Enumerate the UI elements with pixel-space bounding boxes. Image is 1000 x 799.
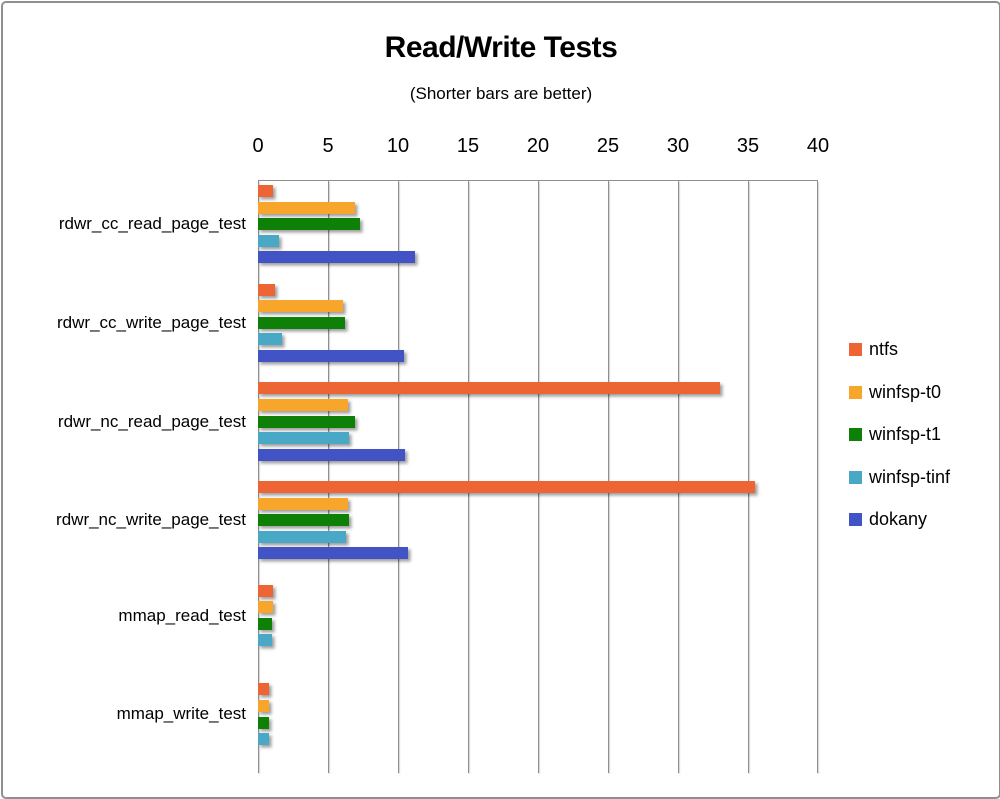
gridline — [328, 181, 329, 773]
bar-group: rdwr_nc_write_page_test — [56, 477, 818, 576]
bar-winfsp-t0 — [258, 398, 348, 411]
bar-dokany — [258, 448, 405, 461]
category-label: mmap_read_test — [118, 605, 246, 625]
bar-dokany — [258, 251, 415, 264]
bar-group: mmap_write_test — [117, 674, 818, 773]
legend-label: winfsp-t1 — [869, 424, 942, 444]
x-tick-label: 40 — [806, 135, 830, 157]
x-tick-label: 30 — [666, 135, 690, 157]
bar-winfsp-t1 — [258, 316, 345, 329]
gridline — [468, 181, 469, 773]
bar-winfsp-t0 — [258, 201, 355, 214]
gridline — [398, 181, 399, 773]
legend-label: ntfs — [869, 339, 899, 359]
gridline — [748, 181, 749, 773]
x-tick-label: 10 — [386, 135, 410, 157]
bar-winfsp-t1 — [258, 514, 349, 527]
bar-winfsp-tinf — [258, 530, 346, 543]
x-tick-label: 5 — [322, 135, 334, 157]
legend-label: winfsp-t0 — [869, 381, 942, 402]
legend-swatch-icon — [849, 385, 862, 399]
bar-winfsp-t1 — [258, 415, 355, 428]
category-label: rdwr_nc_write_page_test — [56, 510, 246, 530]
bar-ntfs — [258, 185, 273, 197]
gridline — [538, 181, 539, 773]
legend-label: dokany — [869, 509, 928, 529]
legend-item-winfsp-t0: winfsp-t0 — [849, 381, 950, 402]
x-tick-label: 15 — [456, 135, 480, 157]
bar-winfsp-t1 — [258, 716, 269, 729]
gridline — [608, 181, 609, 773]
bar-winfsp-t1 — [258, 218, 360, 231]
bar-group: rdwr_nc_read_page_test — [58, 378, 818, 477]
bar-winfsp-t0 — [258, 497, 348, 510]
x-axis: 0 5 10 15 20 25 30 35 40 — [252, 133, 829, 159]
legend-swatch-icon — [849, 513, 862, 526]
plot-area: rdwr_cc_read_page_test rdwr_cc_write_page… — [56, 180, 818, 773]
bar-group: mmap_read_test — [118, 576, 818, 675]
x-tick-label: 0 — [252, 135, 264, 157]
bar-ntfs — [258, 481, 755, 493]
legend-swatch-icon — [849, 428, 862, 441]
bar-ntfs — [258, 382, 720, 395]
legend-item-winfsp-tinf: winfsp-tinf — [849, 466, 951, 487]
legend-swatch-icon — [849, 470, 862, 484]
x-tick-label: 35 — [736, 135, 760, 157]
legend: ntfs winfsp-t0 winfsp-t1 winfsp-tinf dokany — [849, 339, 951, 529]
bar-winfsp-tinf — [258, 333, 282, 346]
bar-ntfs — [258, 683, 269, 696]
gridline — [817, 181, 818, 773]
bar-group: rdwr_cc_write_page_test — [57, 280, 818, 379]
bar-winfsp-tinf — [258, 432, 349, 445]
gridline — [258, 181, 259, 773]
bar-winfsp-t1 — [258, 617, 272, 630]
category-label: mmap_write_test — [116, 704, 246, 724]
legend-item-dokany: dokany — [849, 509, 950, 529]
legend-label: winfsp-tinf — [869, 466, 951, 487]
chart-title: Read/Write Tests — [384, 31, 618, 64]
category-label: rdwr_cc_read_page_test — [58, 214, 246, 234]
legend-item-ntfs: ntfs — [849, 339, 950, 359]
gridline — [678, 181, 679, 773]
bar-winfsp-t0 — [258, 300, 343, 313]
chart-subtitle: (Shorter bars are better) — [409, 84, 593, 103]
x-tick-label: 20 — [526, 135, 550, 157]
category-label: rdwr_nc_read_page_test — [57, 411, 246, 431]
bar-winfsp-tinf — [258, 733, 269, 746]
legend-swatch-icon — [849, 343, 862, 356]
bar-winfsp-t0 — [258, 601, 273, 614]
bar-ntfs — [258, 584, 273, 597]
bar-group: rdwr_cc_read_page_test — [59, 181, 818, 280]
legend-item-winfsp-t1: winfsp-t1 — [849, 424, 950, 444]
x-tick-label: 25 — [596, 135, 620, 157]
bar-winfsp-tinf — [258, 234, 279, 247]
category-label: rdwr_cc_write_page_test — [57, 312, 246, 332]
bar-winfsp-t0 — [258, 699, 269, 712]
bar-ntfs — [258, 283, 275, 296]
bar-dokany — [258, 350, 404, 363]
bar-dokany — [258, 547, 408, 560]
bar-winfsp-tinf — [258, 634, 272, 647]
